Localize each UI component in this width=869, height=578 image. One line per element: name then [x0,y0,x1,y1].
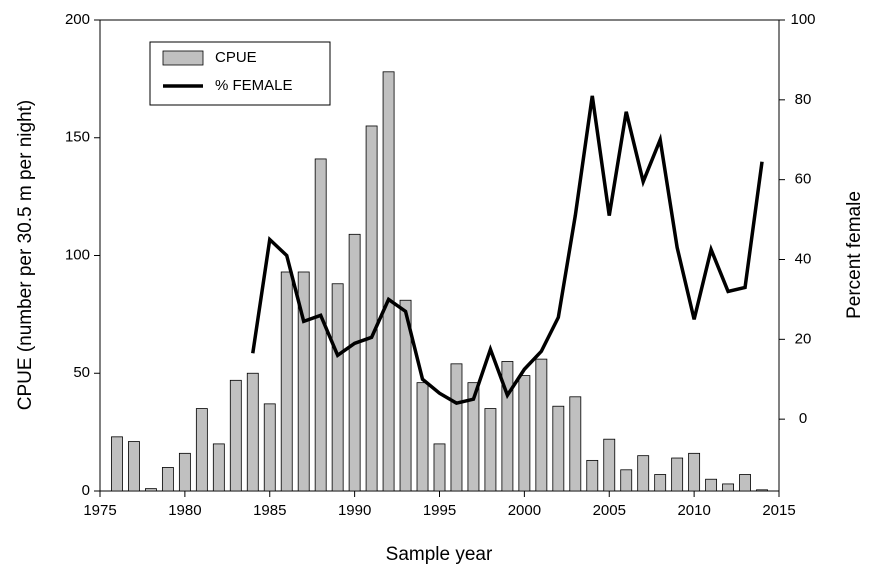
bar [178,452,191,492]
bar [722,483,734,492]
legend-swatch [162,50,204,66]
line [251,95,764,406]
y2-axis-label: Percent female [844,191,865,319]
y-tick-label: 150 [65,129,90,146]
bar [280,271,293,492]
bar [739,474,751,492]
y2-tick-label: 20 [795,330,812,347]
bar [450,363,463,492]
bar [195,408,208,492]
bar [671,457,684,492]
y2-tick-label: 60 [795,171,812,188]
x-tick-label: 2000 [508,502,541,519]
x-tick-label: 1975 [83,502,116,519]
y-tick-label: 50 [73,364,90,381]
bar [365,125,378,492]
bar [348,233,361,492]
bar [161,467,174,492]
y2-tick-label: 40 [795,250,812,267]
bar [484,408,497,492]
bar [433,443,446,492]
bar [331,283,344,492]
x-tick-label: 1990 [338,502,371,519]
x-tick-label: 2005 [593,502,626,519]
bar [128,441,140,492]
legend-label: CPUE [215,49,257,66]
bar [501,361,514,492]
bar [297,271,310,492]
bar [688,452,701,492]
bar [569,396,582,492]
bar [654,474,667,492]
bar [399,299,412,492]
legend-label: % FEMALE [215,77,293,94]
y2-tick-label: 80 [795,91,812,108]
bar [586,459,599,492]
bar [518,375,531,492]
bar [552,405,565,492]
bar [705,478,718,492]
bar [145,488,157,492]
y-tick-label: 100 [65,246,90,263]
bar [535,358,548,492]
x-axis-label: Sample year [386,544,493,565]
bar [637,455,650,492]
x-tick-label: 1995 [423,502,456,519]
bar [416,382,429,492]
bar [263,403,276,492]
x-tick-label: 1980 [168,502,201,519]
bar [212,443,225,492]
bar [620,469,633,492]
y2-tick-label: 100 [790,11,815,28]
bar [756,489,768,492]
y2-tick-label: 0 [799,410,807,427]
y-tick-label: 200 [65,11,90,28]
y-axis-label: CPUE (number per 30.5 m per night) [15,100,36,410]
bar [382,71,395,492]
x-tick-label: 2010 [677,502,710,519]
bar [467,382,480,492]
bar [229,379,242,492]
bar [246,372,259,492]
x-tick-label: 2015 [762,502,795,519]
bar [603,438,616,492]
y-tick-label: 0 [82,482,90,499]
x-tick-label: 1985 [253,502,286,519]
bar [111,436,123,492]
